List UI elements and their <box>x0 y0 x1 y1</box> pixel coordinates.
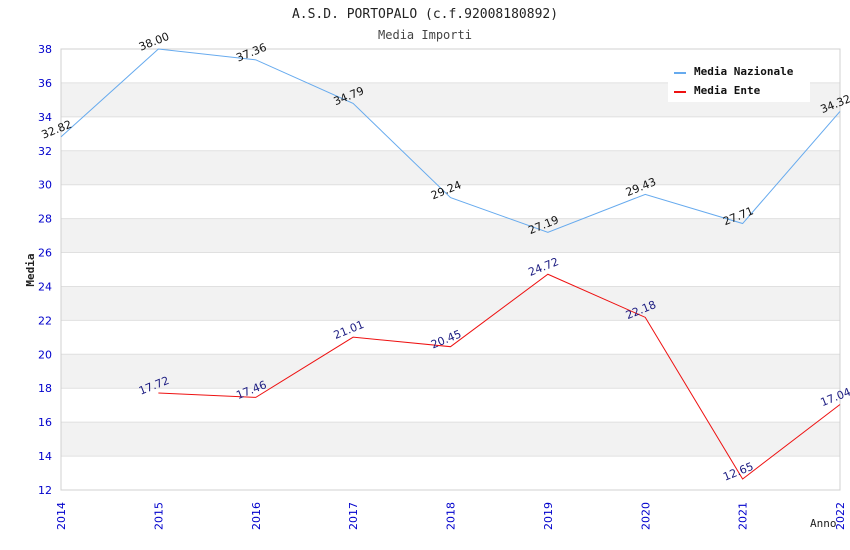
chart-title: A.S.D. PORTOPALO (c.f.92008180892) <box>292 7 558 22</box>
x-tick-label: 2015 <box>152 502 165 530</box>
grid-band <box>61 150 840 185</box>
series-line-media-nazionale <box>60 48 841 233</box>
x-tick-label: 2020 <box>639 502 652 530</box>
series-lines <box>60 48 841 480</box>
y-tick-label: 12 <box>38 484 52 497</box>
x-axis: 2014 2015 2016 2017 2018 2019 2020 2021 2022 <box>55 502 847 530</box>
plot-border <box>60 48 841 491</box>
grid-bands <box>61 82 840 457</box>
grid-band <box>61 354 840 389</box>
x-tick-label: 2019 <box>542 502 555 530</box>
legend-label-media-nazionale: Media Nazionale <box>694 65 794 78</box>
data-label: 17.04 <box>819 385 850 409</box>
y-tick-label: 14 <box>38 450 52 463</box>
y-tick-label: 26 <box>38 247 52 260</box>
grid-band <box>61 218 840 253</box>
y-axis: 12 14 16 18 20 22 24 26 28 30 32 34 36 38 <box>38 43 52 497</box>
y-tick-label: 24 <box>38 280 52 293</box>
y-tick-label: 38 <box>38 43 52 56</box>
x-tick-label: 2018 <box>445 502 458 530</box>
y-tick-label: 30 <box>38 179 52 192</box>
y-tick-label: 34 <box>38 111 52 124</box>
data-label: 20.45 <box>429 328 463 352</box>
y-tick-label: 20 <box>38 348 52 361</box>
chart-subtitle: Media Importi <box>378 28 472 42</box>
y-tick-label: 18 <box>38 382 52 395</box>
y-tick-label: 36 <box>38 77 52 90</box>
y-tick-label: 16 <box>38 416 52 429</box>
series-line-media-ente <box>158 273 841 480</box>
legend-label-media-ente: Media Ente <box>694 84 761 97</box>
data-label: 37.36 <box>234 41 268 65</box>
x-tick-label: 2022 <box>834 502 847 530</box>
x-tick-label: 2014 <box>55 502 68 530</box>
legend-box <box>668 60 810 102</box>
grid-band <box>61 422 840 457</box>
grid-band <box>61 286 840 321</box>
y-tick-label: 28 <box>38 213 52 226</box>
y-tick-label: 22 <box>38 314 52 327</box>
legend: Media Nazionale Media Ente <box>668 60 810 102</box>
x-tick-label: 2021 <box>737 502 750 530</box>
data-label: 12.65 <box>721 460 755 484</box>
y-axis-label: Media <box>24 253 37 286</box>
y-tick-label: 32 <box>38 145 52 158</box>
x-axis-label: Anno <box>810 517 837 530</box>
data-label: 24.72 <box>527 255 561 279</box>
x-tick-label: 2017 <box>347 502 360 530</box>
x-tick-label: 2016 <box>250 502 263 530</box>
